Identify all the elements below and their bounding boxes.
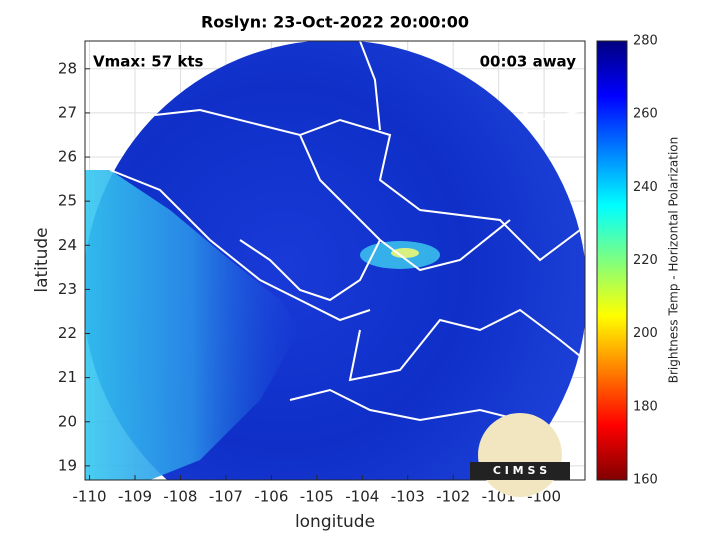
colorbar-tick-label: 260: [633, 107, 658, 122]
x-tick-label: -105: [300, 488, 334, 506]
y-tick-label: 25: [58, 192, 77, 210]
ticks: -110 -109 -108 -107 -106 -105 -104 -103 -102 -101…: [58, 34, 658, 506]
y-tick-label: 23: [58, 280, 77, 298]
y-tick-label: 28: [58, 59, 77, 77]
colorbar-tick-label: 200: [633, 326, 658, 341]
axes-box: [84, 40, 586, 481]
radar-image: [85, 41, 585, 480]
colorbar-tick-label: 180: [633, 399, 658, 414]
colorbar-tick-label: 160: [633, 473, 658, 488]
y-tick-label: 19: [58, 456, 77, 474]
x-tick-label: -103: [391, 488, 425, 506]
x-tick-label: -110: [73, 488, 107, 506]
colorbar-tick-label: 280: [633, 34, 658, 49]
colorbar-label: Brightness Temp - Horizontal Polarizatio…: [667, 137, 681, 384]
x-tick-label: -106: [254, 488, 288, 506]
y-tick-label: 26: [58, 148, 77, 166]
y-tick-label: 22: [58, 324, 77, 342]
chart-title: Roslyn: 23-Oct-2022 20:00:00: [201, 13, 469, 32]
annotation: Vmax: 57 kts: [93, 53, 203, 71]
y-tick-label: 24: [58, 236, 77, 254]
annotation: 00:03 away: [480, 53, 577, 71]
x-tick-label: -102: [436, 488, 470, 506]
logo-text: C I M S S: [493, 464, 547, 477]
x-tick-label: -107: [209, 488, 243, 506]
colorbar-tick-label: 240: [633, 180, 658, 195]
x-tick-label: -109: [118, 488, 152, 506]
colorbar-tick-label: 220: [633, 253, 658, 268]
x-tick-label: -104: [345, 488, 379, 506]
x-axis-label: longitude: [295, 512, 375, 532]
y-axis-label: latitude: [32, 227, 52, 292]
y-tick-label: 20: [58, 412, 77, 430]
y-tick-label: 21: [58, 368, 77, 386]
logo: C I M S S: [470, 413, 570, 497]
colorbar: [596, 40, 628, 481]
y-tick-label: 27: [58, 103, 77, 121]
x-tick-label: -108: [163, 488, 197, 506]
